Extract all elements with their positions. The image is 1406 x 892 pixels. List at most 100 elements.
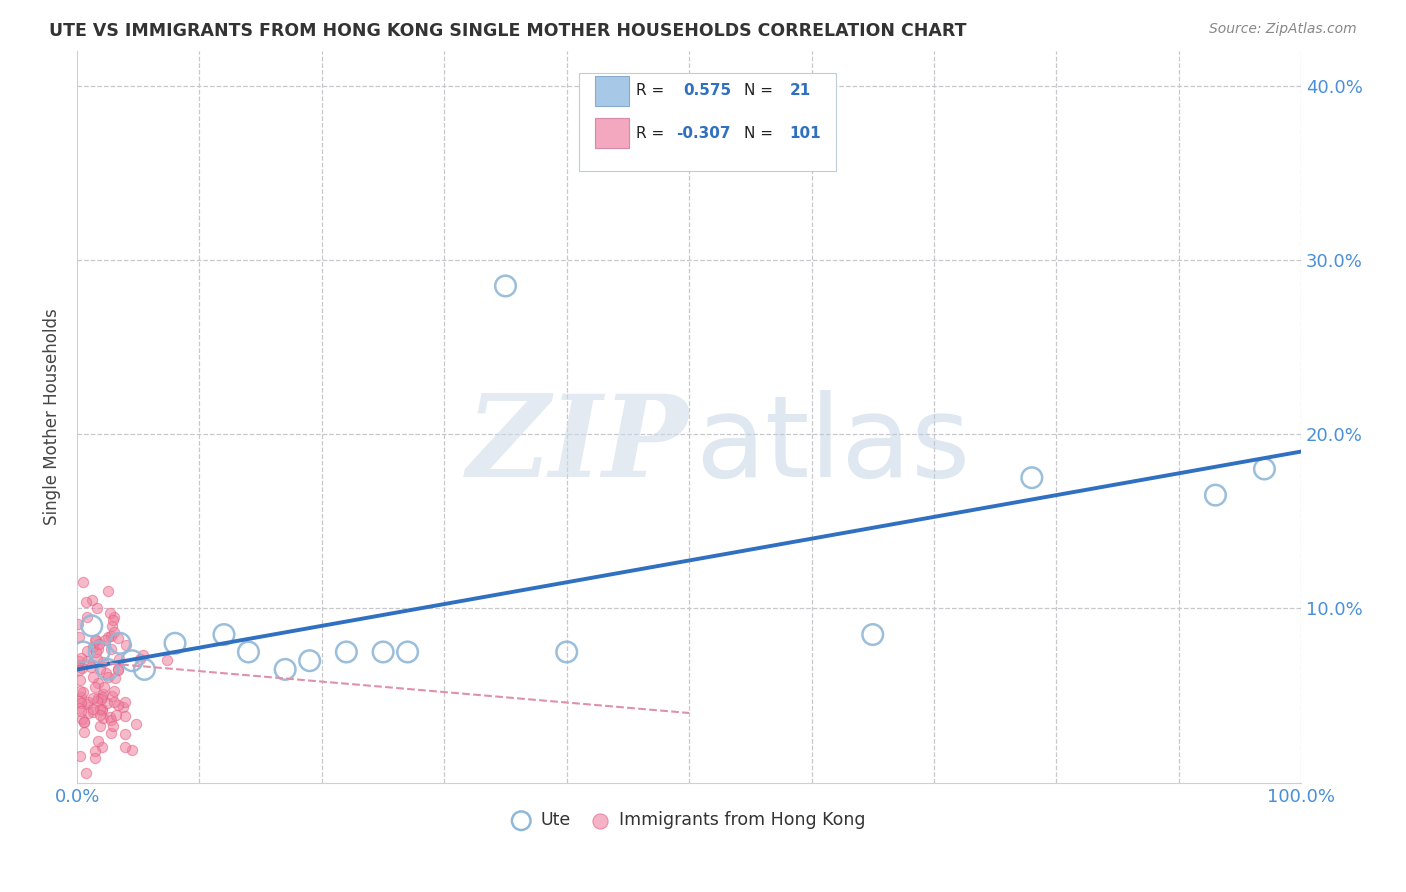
Text: atlas: atlas [695,391,970,501]
Point [82,640,104,654]
Point [298,654,321,668]
Point [72,685,94,699]
Point [97,584,120,599]
Point [82,705,104,719]
FancyBboxPatch shape [579,72,837,171]
Point [111,700,134,714]
Legend: Ute, Immigrants from Hong Kong: Ute, Immigrants from Hong Kong [506,805,873,836]
Point [84,633,107,648]
Point [107,664,129,678]
Point [76,644,98,658]
Point [75,594,97,608]
Point [70,690,93,705]
Point [98,709,121,723]
Point [86,694,108,708]
Point [70,661,93,675]
Text: N =: N = [744,126,773,141]
Point [72,724,94,739]
Point [103,684,125,698]
Point [100,629,122,643]
Point [69,684,91,698]
Point [87,691,110,706]
Point [274,662,297,676]
FancyBboxPatch shape [595,77,628,105]
Point [67,617,90,632]
Point [80,592,103,607]
Point [76,610,98,624]
Point [98,606,121,620]
Point [114,739,136,754]
Point [69,748,91,763]
Text: ZIP: ZIP [467,391,689,501]
Point [121,654,143,668]
Text: UTE VS IMMIGRANTS FROM HONG KONG SINGLE MOTHER HOUSEHOLDS CORRELATION CHART: UTE VS IMMIGRANTS FROM HONG KONG SINGLE … [49,22,967,40]
Point [89,662,111,676]
Point [89,701,111,715]
Point [100,726,122,740]
Point [90,690,112,705]
Point [114,695,136,709]
Point [1204,488,1226,502]
Point [371,645,394,659]
Point [107,662,129,676]
Point [84,645,107,659]
Point [91,687,114,701]
Point [76,654,98,668]
Point [84,744,107,758]
Point [67,663,90,677]
Point [495,279,517,293]
Point [67,658,90,673]
Point [87,675,110,690]
Point [94,666,117,681]
Point [101,690,124,704]
Text: Source: ZipAtlas.com: Source: ZipAtlas.com [1209,22,1357,37]
Point [103,624,125,639]
Point [101,619,124,633]
Point [82,701,104,715]
Point [80,660,103,674]
Point [115,638,138,652]
Point [121,743,143,757]
Y-axis label: Single Mother Households: Single Mother Households [44,309,60,525]
Point [555,645,578,659]
Point [97,662,120,676]
Point [114,709,136,723]
Point [212,627,235,641]
Point [124,717,146,731]
Point [84,632,107,647]
Point [134,662,156,676]
Point [89,719,111,733]
Point [84,750,107,764]
Text: R =: R = [637,84,665,98]
Point [100,713,122,727]
Point [76,695,98,709]
Point [104,708,127,723]
Point [156,653,179,667]
Point [82,690,104,705]
Text: 21: 21 [790,84,811,98]
Point [69,704,91,718]
Point [107,631,129,645]
Point [91,703,114,717]
Point [96,696,118,710]
Point [128,652,150,666]
Point [76,697,98,711]
Point [108,652,131,666]
Point [89,707,111,722]
Text: R =: R = [637,126,665,141]
Point [90,739,112,754]
FancyBboxPatch shape [595,119,628,148]
Point [91,656,114,670]
Point [103,695,125,709]
Point [104,672,127,686]
Point [97,630,120,644]
Point [70,712,93,726]
Point [107,698,129,712]
Point [69,673,91,687]
Point [100,641,122,656]
Point [67,654,90,668]
Point [67,694,90,708]
Point [86,652,108,666]
Point [1253,462,1275,476]
Point [101,719,124,733]
